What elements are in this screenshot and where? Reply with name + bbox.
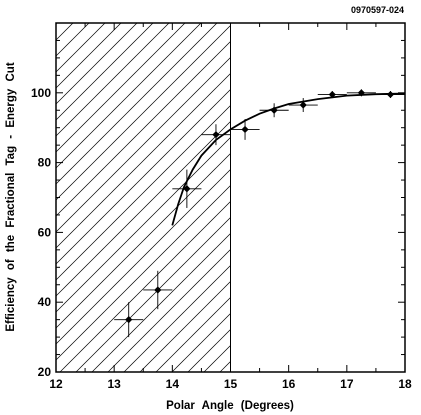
data-point-7 (288, 98, 318, 112)
x-tick-label-17: 17 (340, 377, 354, 391)
y-tick-label-80: 80 (38, 156, 52, 170)
data-point-2 (143, 270, 173, 310)
point-marker (328, 90, 336, 99)
point-marker (299, 101, 307, 109)
x-tick-label-12: 12 (49, 377, 63, 391)
data-point-1 (114, 302, 144, 338)
y-tick-label-40: 40 (38, 295, 52, 309)
point-marker (270, 106, 278, 114)
point-marker (241, 125, 249, 134)
x-axis-label: Polar Angle (Degrees) (166, 400, 294, 412)
point-marker (357, 89, 365, 97)
data-point-9 (346, 89, 376, 97)
data-point-6 (259, 103, 289, 118)
x-tick-label-16: 16 (282, 377, 296, 391)
figure-id: 0970597-024 (351, 5, 404, 15)
data-point-4 (201, 124, 231, 146)
x-tick-label-18: 18 (398, 377, 412, 391)
point-marker (125, 316, 133, 324)
x-tick-label-13: 13 (107, 377, 121, 391)
hatched-region (56, 23, 231, 372)
y-tick-label-100: 100 (31, 86, 51, 100)
x-tick-label-14: 14 (166, 377, 180, 391)
point-marker (154, 286, 162, 294)
point-marker (386, 90, 395, 99)
data-point-10 (375, 90, 405, 99)
data-point-3 (172, 169, 202, 208)
y-axis-label: Efficiency of the Fractional Tag - Energ… (5, 62, 17, 331)
point-marker (212, 131, 220, 139)
y-tick-label-60: 60 (38, 225, 52, 239)
data-point-8 (317, 90, 347, 99)
y-tick-label-20: 20 (38, 365, 52, 379)
point-marker (183, 185, 191, 193)
x-tick-label-15: 15 (224, 377, 238, 391)
data-point-5 (230, 118, 260, 140)
